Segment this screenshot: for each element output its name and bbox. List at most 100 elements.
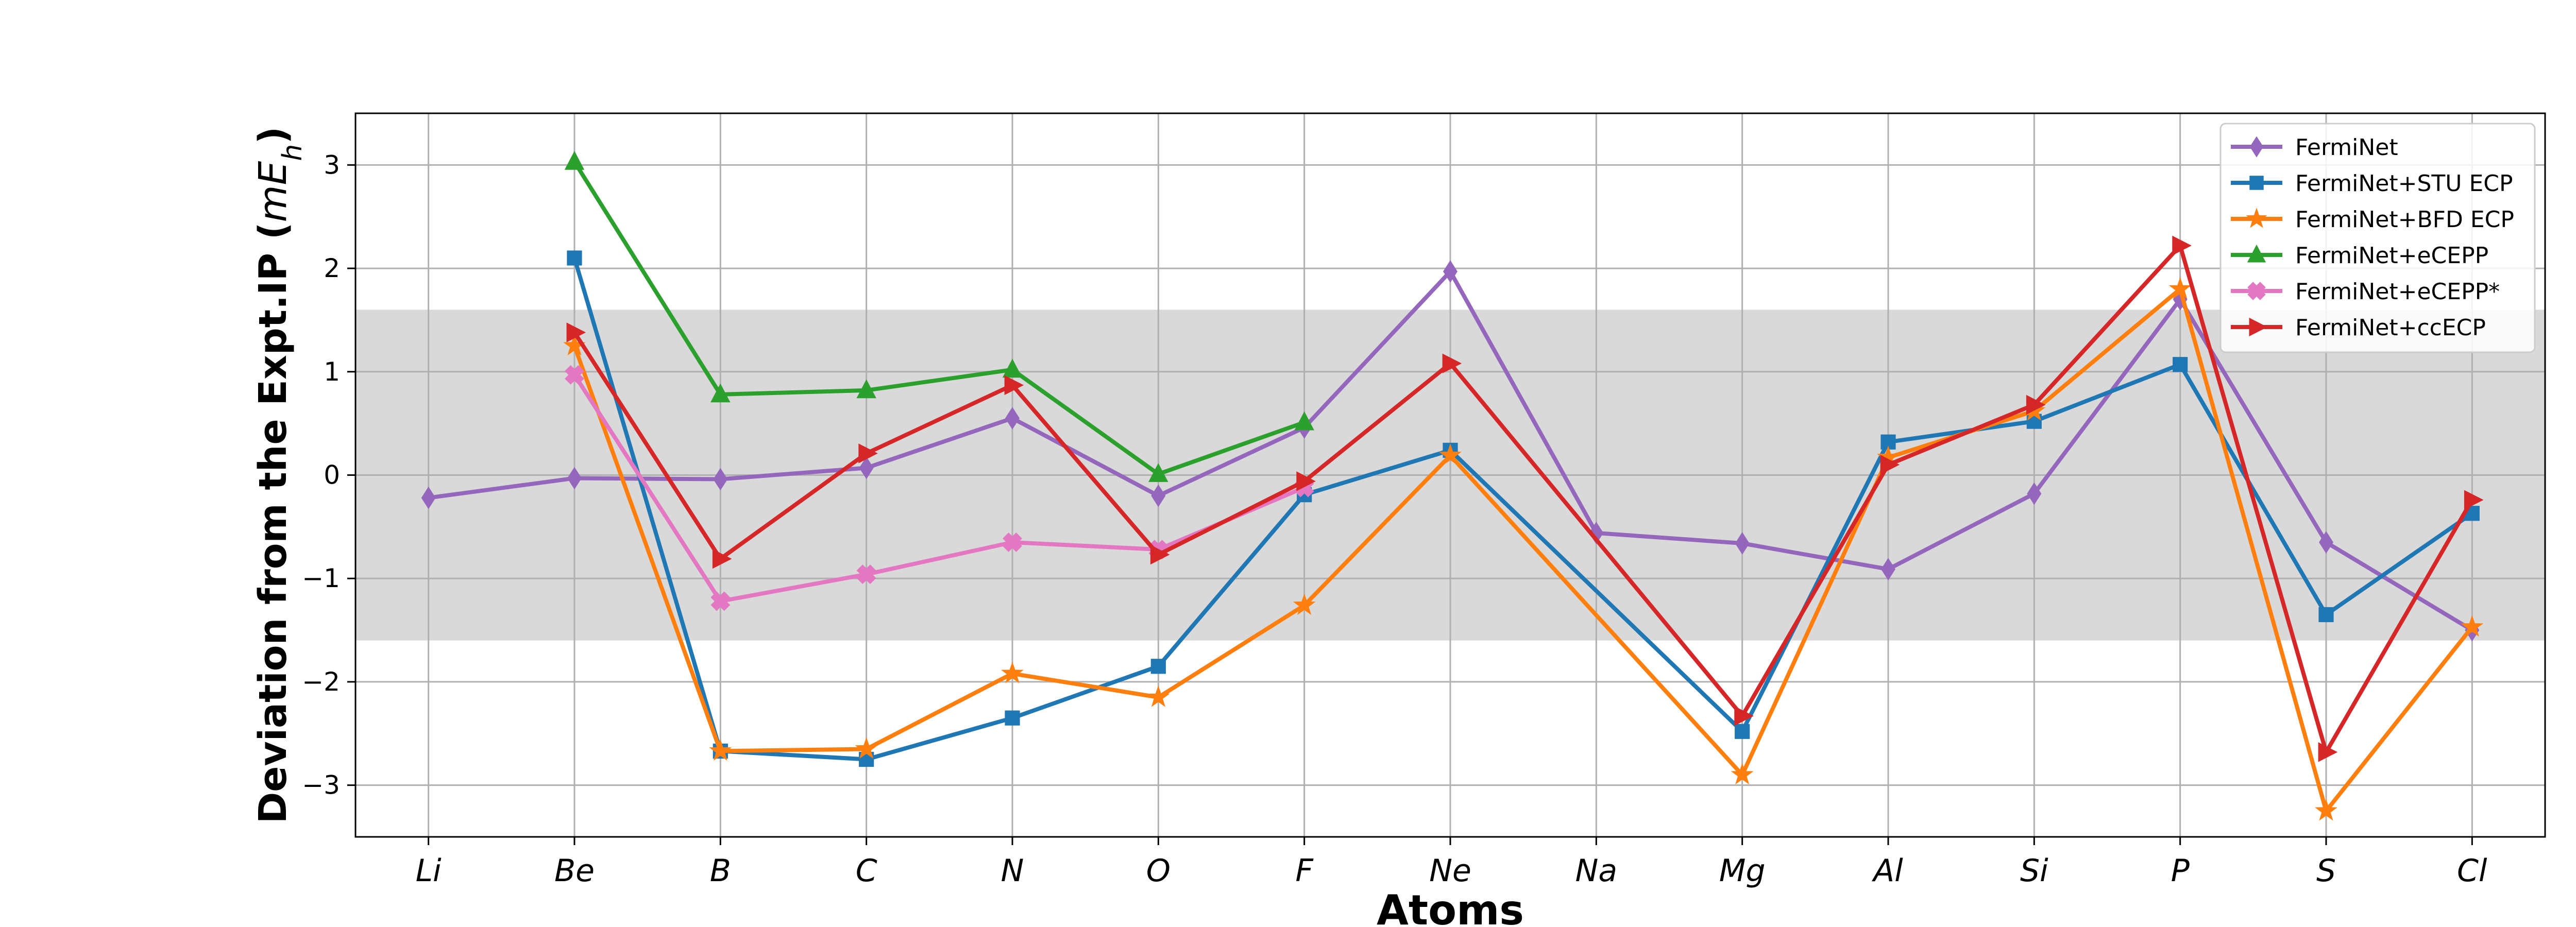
legend-label: FermiNet+ccECP [2295, 315, 2486, 341]
grid-layer [355, 113, 2545, 837]
data-point-ferminet-stu-ecp-s [2318, 607, 2334, 623]
x-tick-label-ne: Ne [1429, 853, 1471, 889]
y-axis-title-main: Deviation from the Expt.IP ( [251, 222, 295, 823]
legend-swatch-marker [2247, 244, 2266, 263]
data-point-ferminet-ccecp-al [1880, 455, 1900, 475]
data-point-ferminet-ccecp-be [566, 322, 586, 342]
data-point-ferminet-ccecp-mg [1734, 706, 1754, 726]
data-point-ferminet-ccecp-o [1150, 544, 1170, 565]
data-point-ferminet-bfd-ecp-ne [1439, 443, 1462, 465]
data-point-ferminet-stu-ecp-cl [2464, 506, 2480, 521]
legend-label: FermiNet [2295, 134, 2398, 161]
x-ticks: Li Be B C N O F Ne Na Mg Al Si P S Cl [416, 837, 2487, 889]
data-point-ferminet-ecepp-f [1294, 411, 1314, 431]
series-line-ferminet-ecepp [572, 161, 1306, 476]
data-point-ferminet-ecepp-o [1148, 463, 1168, 482]
series-ferminet-bfd-ecp [563, 277, 2484, 821]
x-tick-label-b: B [710, 853, 731, 889]
legend-swatch-marker [2247, 282, 2266, 300]
x-tick-label-al: Al [1871, 853, 1903, 889]
data-point-ferminet-ecepp-be [565, 365, 584, 385]
y-tick-label: 3 [324, 150, 340, 180]
data-point-ferminet-ecepp-b [710, 591, 731, 611]
legend-item-ferminet-ecepp: FermiNet+eCEPP [2231, 243, 2488, 269]
y-axis-title: Deviation from the Expt.IP (mEh) [251, 127, 308, 823]
y-tick-label: 2 [324, 253, 340, 283]
legend-swatch-marker [2249, 317, 2267, 337]
data-point-ferminet-s [2319, 531, 2333, 554]
y-tick-label: −1 [302, 563, 340, 593]
data-point-ferminet-n [1005, 407, 1020, 430]
data-point-ferminet-ecepp-be [564, 150, 585, 170]
data-point-ferminet-bfd-ecp-s [2315, 799, 2337, 821]
x-tick-label-o: O [1146, 853, 1171, 889]
series-ferminet-ecepp [564, 150, 1314, 482]
legend-item-ferminet-bfd-ecp: FermiNet+BFD ECP [2231, 207, 2514, 233]
data-point-ferminet-bfd-ecp-cl [2461, 615, 2484, 637]
y-tick-label: 1 [324, 357, 340, 387]
data-point-ferminet-b [713, 468, 728, 491]
data-point-ferminet-na [1589, 522, 1604, 544]
x-tick-label-s: S [2316, 853, 2336, 889]
legend: FermiNet FermiNet+STU ECP FermiNet+BFD ECP… [2219, 123, 2536, 353]
data-point-ferminet-ecepp-n [1003, 532, 1022, 552]
series-line-ferminet-ecepp [572, 373, 1306, 604]
data-point-ferminet-ccecp-p [2172, 235, 2192, 256]
x-tick-label-mg: Mg [1719, 853, 1766, 889]
data-point-ferminet-li [421, 486, 436, 509]
data-point-ferminet-stu-ecp-mg [1735, 724, 1750, 739]
legend-label: FermiNet+STU ECP [2295, 170, 2513, 197]
legend-item-ferminet: FermiNet [2231, 134, 2398, 161]
data-point-ferminet-bfd-ecp-b [709, 739, 732, 761]
data-point-ferminet-mg [1735, 532, 1750, 555]
legend-swatch-marker [2246, 208, 2267, 228]
x-tick-label-si: Si [2020, 853, 2048, 889]
y-axis-title-unit: mE [251, 161, 295, 222]
data-point-ferminet-stu-ecp-n [1005, 710, 1020, 726]
data-point-ferminet-bfd-ecp-f [1293, 593, 1316, 615]
data-point-ferminet-bfd-ecp-n [1001, 661, 1024, 683]
data-point-ferminet-ccecp-f [1296, 471, 1316, 491]
data-point-ferminet-be [567, 467, 582, 490]
data-point-ferminet-bfd-ecp-mg [1731, 763, 1754, 785]
legend-label: FermiNet+eCEPP* [2295, 279, 2500, 305]
data-point-ferminet-ccecp-si [2026, 394, 2046, 415]
data-point-ferminet-stu-ecp-o [1150, 659, 1166, 674]
data-point-ferminet-stu-ecp-p [2173, 357, 2188, 372]
data-point-ferminet-ccecp-b [712, 548, 732, 569]
y-tick-label: −3 [302, 770, 340, 800]
legend-label: FermiNet+BFD ECP [2295, 207, 2514, 233]
x-tick-label-be: Be [554, 853, 595, 889]
x-tick-label-n: N [1001, 853, 1024, 889]
data-point-ferminet-ccecp-cl [2464, 490, 2484, 510]
data-point-ferminet-ccecp-c [858, 443, 878, 464]
legend-item-ferminet-stu-ecp: FermiNet+STU ECP [2231, 170, 2513, 197]
x-tick-label-c: C [856, 853, 877, 889]
x-tick-label-cl: Cl [2457, 853, 2487, 889]
legend-item-ferminet-ccecp: FermiNet+ccECP [2231, 315, 2486, 341]
data-point-ferminet-ecepp-b [710, 383, 731, 403]
legend-label: FermiNet+eCEPP [2295, 243, 2488, 269]
data-point-ferminet-al [1881, 558, 1895, 581]
data-point-ferminet-o [1151, 484, 1166, 507]
x-tick-label-na: Na [1575, 853, 1618, 889]
series-ferminet-ccecp [566, 235, 2484, 762]
data-point-ferminet-ecepp-c [856, 379, 876, 399]
data-point-ferminet-ccecp-s [2318, 742, 2338, 762]
y-tick-label: −2 [302, 667, 340, 697]
data-point-ferminet-bfd-ecp-o [1147, 685, 1170, 707]
legend-swatch-marker [2249, 176, 2264, 190]
legend-item-ferminet-ecepp: FermiNet+eCEPP* [2231, 279, 2500, 305]
x-tick-label-p: P [2171, 853, 2190, 889]
y-axis-title-close: ) [251, 127, 295, 144]
data-point-ferminet-bfd-ecp-p [2168, 277, 2192, 299]
series-layer [421, 150, 2484, 821]
y-axis-title-unit-sub: h [277, 144, 308, 161]
data-point-ferminet-ne [1443, 260, 1458, 283]
legend-swatch-marker [2249, 136, 2264, 158]
y-tick-label: 0 [324, 460, 340, 490]
data-point-ferminet-si [2027, 482, 2042, 505]
x-tick-label-f: F [1295, 853, 1314, 889]
y-ticks: −3 −2 −1 0 1 2 3 [302, 150, 355, 800]
